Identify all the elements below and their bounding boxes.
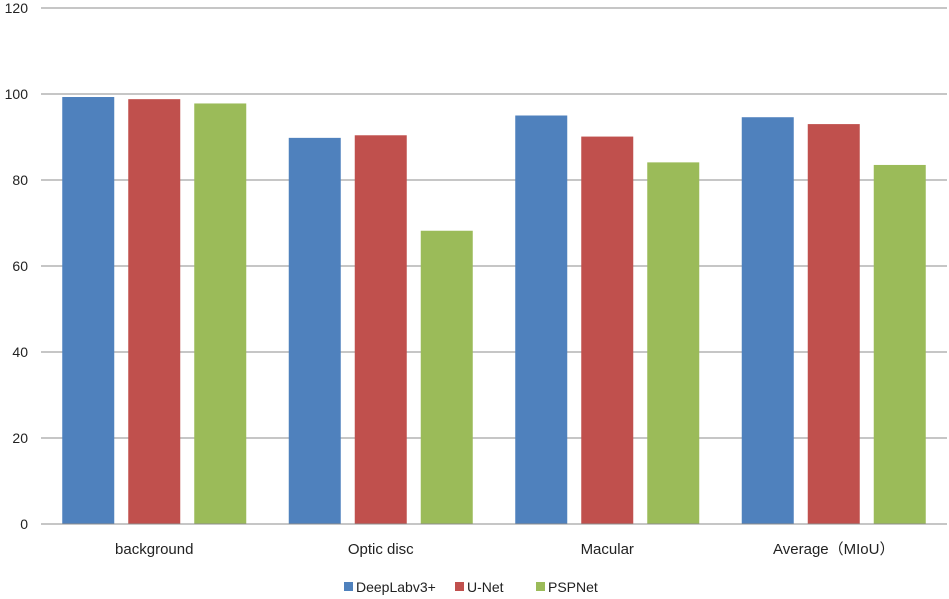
bar-pspnet-1 xyxy=(420,230,473,525)
legend-swatch xyxy=(344,582,353,591)
legend-item-u-net[interactable]: U-Net xyxy=(455,579,504,595)
legend-swatch xyxy=(455,582,464,591)
y-tick-label: 20 xyxy=(12,430,28,446)
bar-pspnet-0 xyxy=(194,103,247,525)
y-axis-ticks: 0 20 40 60 80 100 120 xyxy=(5,0,29,532)
legend-item-deeplabv3-[interactable]: DeepLabv3+ xyxy=(344,579,436,595)
bar-pspnet-3 xyxy=(873,164,926,524)
bar-u-net-0 xyxy=(128,99,181,524)
bars xyxy=(62,97,926,525)
bar-u-net-1 xyxy=(354,135,407,524)
legend-label: PSPNet xyxy=(548,579,598,595)
bar-deeplabv3--2 xyxy=(515,115,568,524)
legend-label: U-Net xyxy=(467,579,504,595)
legend-swatch xyxy=(536,582,545,591)
legend-label: DeepLabv3+ xyxy=(356,579,436,595)
bar-deeplabv3--3 xyxy=(741,117,794,524)
y-tick-label: 100 xyxy=(5,86,29,102)
x-axis-categories: background Optic disc Macular Average（MIoU） xyxy=(115,541,894,558)
bar-deeplabv3--0 xyxy=(62,97,115,524)
y-tick-label: 60 xyxy=(12,258,28,274)
x-category-label: Average（MIoU） xyxy=(773,541,894,558)
legend[interactable]: DeepLabv3+ U-Net PSPNet xyxy=(344,579,598,595)
y-tick-label: 0 xyxy=(20,516,28,532)
x-category-label: Macular xyxy=(581,541,634,558)
bar-u-net-3 xyxy=(807,124,860,524)
x-category-label: background xyxy=(115,541,193,558)
y-tick-label: 120 xyxy=(5,0,29,16)
bar-u-net-2 xyxy=(581,136,634,524)
bar-deeplabv3--1 xyxy=(288,137,341,525)
bar-pspnet-2 xyxy=(647,162,700,524)
y-tick-label: 40 xyxy=(12,344,28,360)
y-tick-label: 80 xyxy=(12,172,28,188)
x-category-label: Optic disc xyxy=(348,541,414,558)
legend-item-pspnet[interactable]: PSPNet xyxy=(536,579,598,595)
gridlines xyxy=(41,7,947,439)
